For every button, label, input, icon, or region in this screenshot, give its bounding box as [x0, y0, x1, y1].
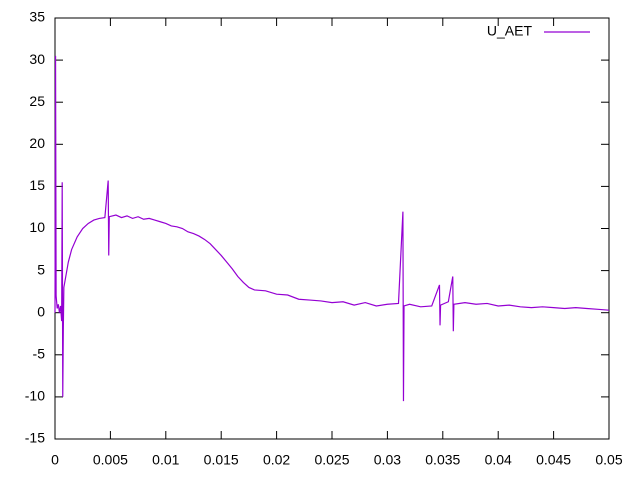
y-tick-label: 35	[29, 9, 45, 25]
x-tick-label: 0.02	[263, 452, 290, 468]
x-tick-label: 0.05	[595, 452, 622, 468]
y-tick-label: -10	[25, 388, 45, 404]
x-tick-label: 0.015	[204, 452, 239, 468]
x-tick-label: 0.035	[425, 452, 460, 468]
y-tick-label: 30	[29, 51, 45, 67]
x-tick-label: 0.04	[485, 452, 512, 468]
x-tick-label: 0	[51, 452, 59, 468]
y-tick-label: -5	[33, 346, 46, 362]
y-tick-label: 0	[37, 303, 45, 319]
legend-label: U_AET	[487, 23, 533, 39]
y-tick-label: 25	[29, 93, 45, 109]
y-tick-label: 15	[29, 177, 45, 193]
x-tick-label: 0.005	[93, 452, 128, 468]
y-tick-label: 10	[29, 219, 45, 235]
x-tick-label: 0.025	[314, 452, 349, 468]
y-tick-label: 20	[29, 135, 45, 151]
x-tick-label: 0.045	[536, 452, 571, 468]
y-tick-label: -15	[25, 430, 45, 446]
y-tick-label: 5	[37, 261, 45, 277]
x-tick-label: 0.03	[374, 452, 401, 468]
data-line	[54, 55, 610, 402]
plot-frame	[54, 17, 610, 440]
x-tick-label: 0.01	[152, 452, 179, 468]
